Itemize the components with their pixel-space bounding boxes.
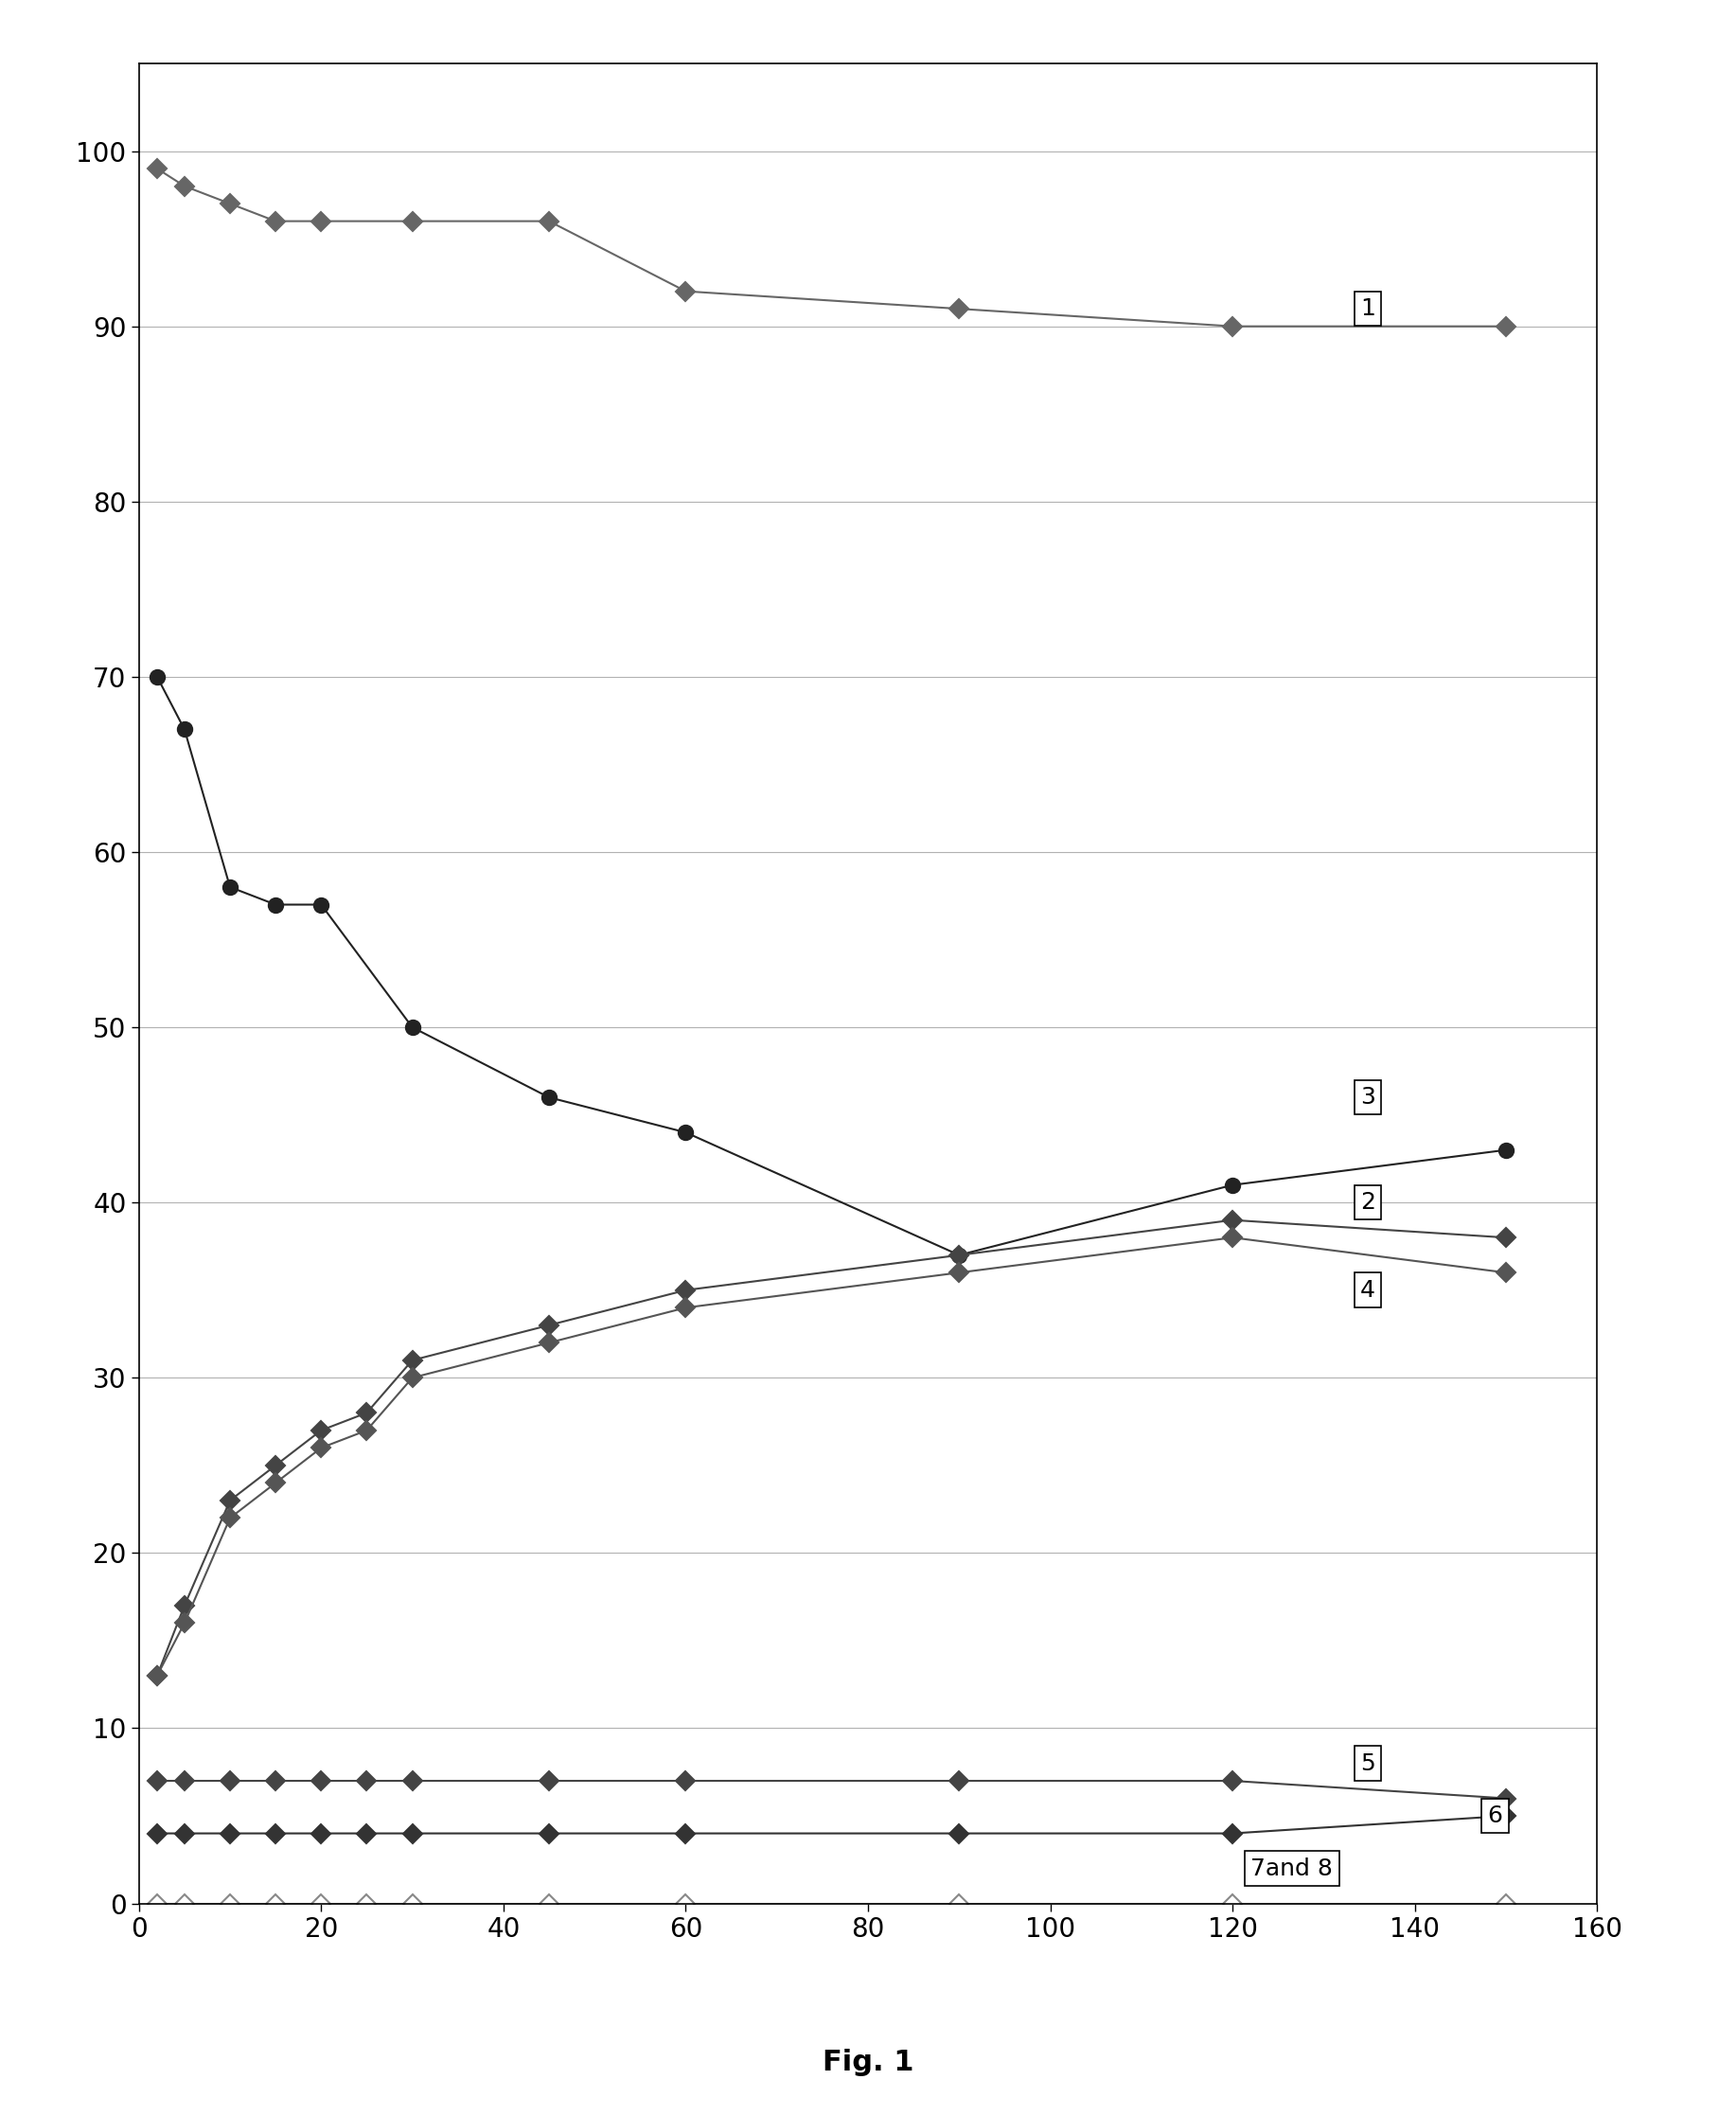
Text: 7and 8: 7and 8 — [1252, 1857, 1333, 1880]
Text: 5: 5 — [1361, 1751, 1375, 1774]
Text: 6: 6 — [1488, 1804, 1503, 1827]
Text: Fig. 1: Fig. 1 — [823, 2049, 913, 2075]
Text: 4: 4 — [1361, 1280, 1375, 1301]
Text: 2: 2 — [1361, 1191, 1375, 1214]
Text: 3: 3 — [1361, 1085, 1375, 1108]
Text: 1: 1 — [1361, 298, 1375, 319]
